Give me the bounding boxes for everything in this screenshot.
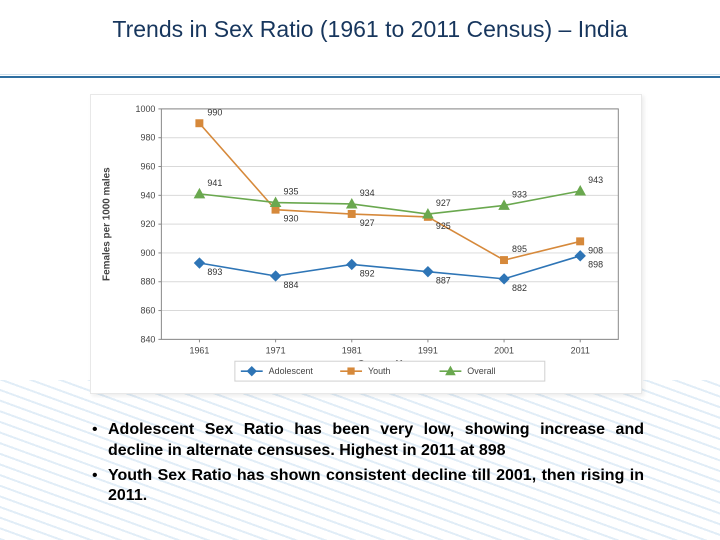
svg-text:1991: 1991 — [418, 345, 438, 355]
bullet-item: Adolescent Sex Ratio has been very low, … — [92, 420, 644, 462]
svg-text:930: 930 — [284, 214, 299, 224]
svg-text:1981: 1981 — [342, 345, 362, 355]
svg-text:895: 895 — [512, 244, 527, 254]
svg-text:925: 925 — [436, 221, 451, 231]
svg-text:1961: 1961 — [190, 345, 210, 355]
svg-text:Adolescent: Adolescent — [269, 366, 314, 376]
svg-text:927: 927 — [436, 198, 451, 208]
svg-text:882: 882 — [512, 283, 527, 293]
bullet-list: Adolescent Sex Ratio has been very low, … — [92, 420, 644, 511]
svg-text:943: 943 — [588, 175, 603, 185]
svg-text:933: 933 — [512, 189, 527, 199]
svg-text:Overall: Overall — [467, 366, 495, 376]
svg-text:908: 908 — [588, 245, 603, 255]
svg-text:880: 880 — [140, 277, 155, 287]
svg-text:934: 934 — [360, 188, 375, 198]
svg-text:840: 840 — [140, 334, 155, 344]
svg-text:860: 860 — [140, 306, 155, 316]
svg-text:941: 941 — [207, 178, 222, 188]
svg-text:2011: 2011 — [571, 345, 590, 355]
title-underline — [0, 74, 720, 78]
chart-svg: 840 860 880 900 920 940 960 980 1000 1961 1971 1981… — [91, 95, 641, 393]
svg-text:935: 935 — [284, 187, 299, 197]
sex-ratio-chart: 840 860 880 900 920 940 960 980 1000 1961 1971 1981… — [90, 94, 642, 394]
title-block: Trends in Sex Ratio (1961 to 2011 Census… — [0, 0, 720, 43]
svg-text:990: 990 — [207, 107, 222, 117]
svg-text:2001: 2001 — [494, 345, 514, 355]
svg-text:920: 920 — [140, 219, 155, 229]
svg-text:980: 980 — [140, 133, 155, 143]
svg-text:898: 898 — [588, 260, 603, 270]
svg-text:1971: 1971 — [266, 345, 286, 355]
svg-text:887: 887 — [436, 276, 451, 286]
svg-text:892: 892 — [360, 268, 375, 278]
bullet-item: Youth Sex Ratio has shown consistent dec… — [92, 466, 644, 508]
svg-text:1000: 1000 — [136, 104, 156, 114]
svg-text:884: 884 — [284, 280, 299, 290]
svg-text:940: 940 — [140, 190, 155, 200]
svg-text:893: 893 — [207, 267, 222, 277]
svg-text:900: 900 — [140, 248, 155, 258]
svg-text:Youth: Youth — [368, 366, 391, 376]
slide-title: Trends in Sex Ratio (1961 to 2011 Census… — [60, 16, 680, 43]
svg-text:Females per 1000 males: Females per 1000 males — [102, 167, 113, 281]
svg-text:927: 927 — [360, 218, 375, 228]
svg-text:960: 960 — [140, 162, 155, 172]
